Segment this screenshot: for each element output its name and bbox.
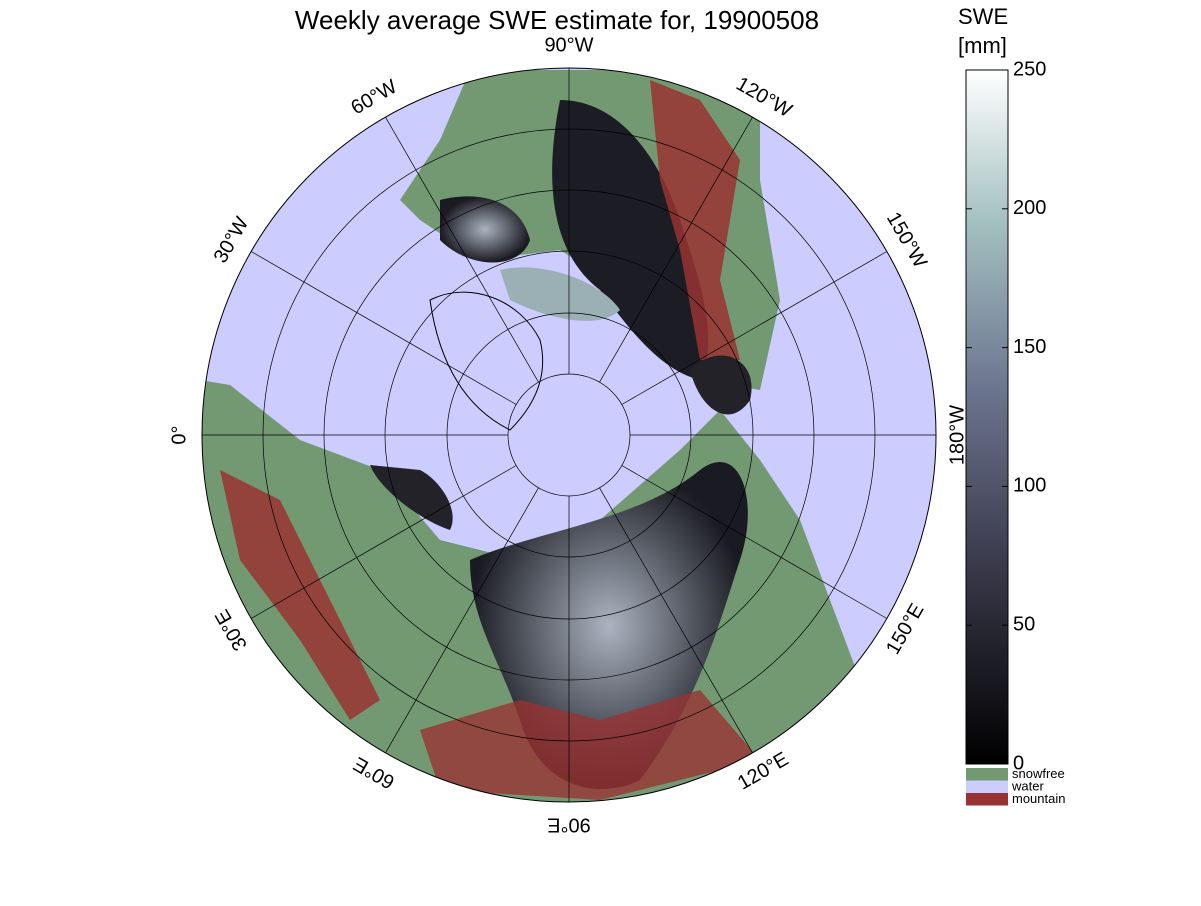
longitude-label: 30°E	[211, 605, 252, 654]
map-border	[201, 67, 937, 803]
colorbar-tick-label: 150	[1013, 336, 1046, 358]
mountain	[650, 80, 740, 360]
map	[202, 68, 936, 802]
colorbar-tick-label: 0	[1013, 752, 1024, 774]
colorbar-ticks: 0 50 100 150 200 250	[966, 58, 1046, 774]
longitude-label: 90°E	[547, 814, 591, 836]
meridian	[599, 116, 753, 383]
meridian	[621, 251, 888, 405]
colorbar-tick-label: 50	[1013, 613, 1035, 635]
meridian	[385, 116, 539, 383]
longitude-label: 90°W	[544, 34, 593, 56]
meridian	[599, 487, 753, 754]
longitude-label: 60°E	[350, 752, 399, 793]
longitude-label: 0°	[168, 425, 190, 444]
graticule	[202, 68, 936, 802]
meridian	[385, 487, 539, 754]
legend-label: snowfree	[1012, 766, 1065, 781]
colorbar-tick-label: 100	[1013, 475, 1046, 497]
meridian	[250, 251, 517, 405]
legend-swatch	[966, 768, 1008, 781]
title: Weekly average SWE estimate for, 1990050…	[295, 5, 819, 35]
mountain	[220, 470, 380, 720]
greenland	[429, 291, 544, 431]
colorbar-tick-label: 250	[1013, 58, 1046, 80]
snow-cover	[690, 355, 752, 415]
meridian	[621, 465, 888, 619]
snow-cover	[552, 100, 709, 380]
colorbar-tick-label: 200	[1013, 197, 1046, 219]
snow-cover	[500, 267, 620, 321]
legend-label: mountain	[1012, 791, 1065, 806]
legend-swatch	[966, 793, 1008, 806]
colorbar	[965, 69, 1009, 765]
legend-label: water	[1011, 778, 1044, 793]
colorbar-label: [mm]	[958, 33, 1007, 58]
snow-cover	[440, 196, 530, 263]
mountain	[420, 690, 760, 800]
colorbar-label: SWE	[958, 4, 1008, 29]
legend-swatch	[966, 780, 1008, 793]
meridian	[250, 465, 517, 619]
longitude-label: 180°W	[946, 405, 968, 465]
